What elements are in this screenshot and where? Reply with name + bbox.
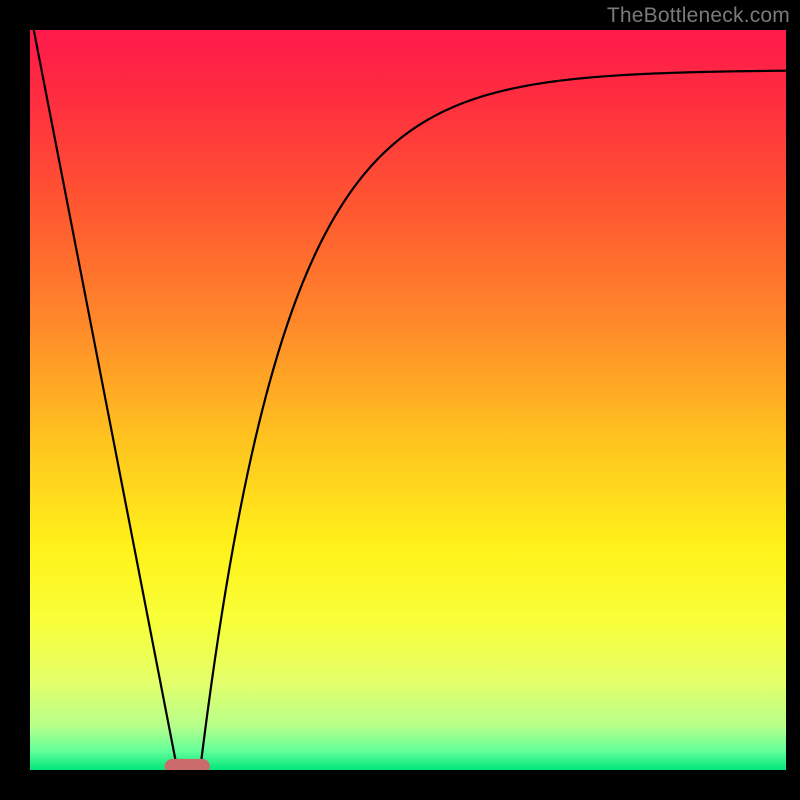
bottleneck-chart: [0, 0, 800, 800]
chart-container: TheBottleneck.com: [0, 0, 800, 800]
watermark-text: TheBottleneck.com: [607, 4, 790, 28]
plot-background: [30, 30, 786, 770]
